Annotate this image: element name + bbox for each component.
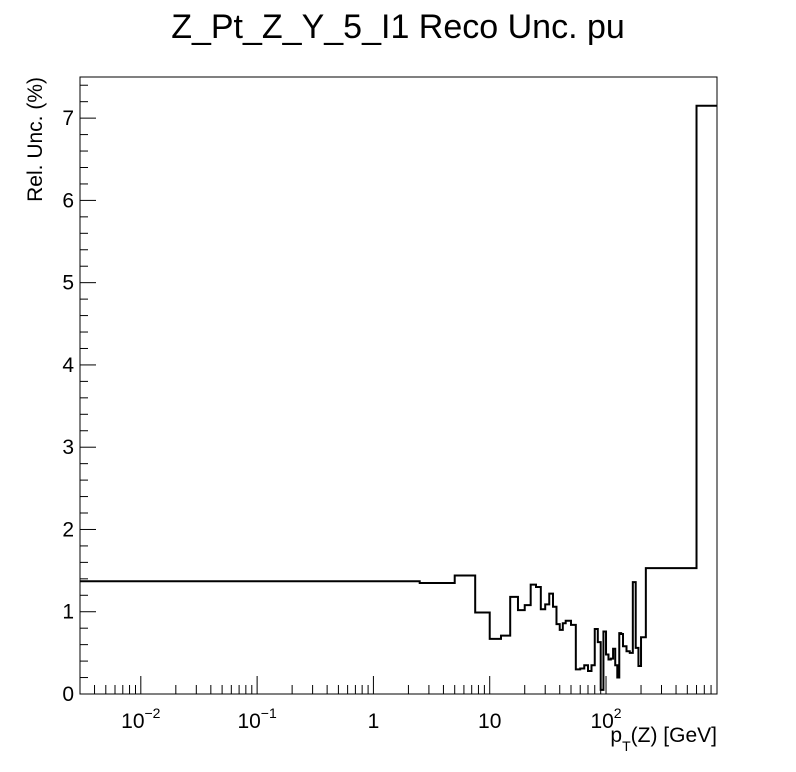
x-tick-exponent: −2: [145, 705, 161, 721]
x-tick-exponent: 2: [614, 705, 622, 721]
x-axis-ticks: [79, 676, 718, 694]
chart-title: Z_Pt_Z_Y_5_I1 Reco Unc. pu: [171, 8, 625, 46]
x-tick-label: 102: [590, 705, 621, 733]
x-axis-tick-labels: 10−2 10−1 1 10 102: [121, 705, 622, 733]
y-axis-ticks: [80, 84, 96, 695]
x-axis-title: pT(Z) [GeV]: [610, 724, 717, 754]
y-tick-label: 5: [62, 272, 74, 295]
y-tick-label: 3: [62, 436, 74, 459]
x-tick-exponent: −1: [261, 705, 277, 721]
x-axis-title-subscript: T: [622, 738, 631, 754]
y-tick-label: 1: [62, 601, 74, 624]
x-tick-label: 10: [478, 710, 501, 733]
x-tick-label: 10−1: [237, 705, 277, 733]
x-tick-base: 10: [121, 710, 144, 733]
x-tick-base: 10: [478, 710, 501, 733]
y-axis-title: Rel. Unc. (%): [24, 77, 47, 202]
y-tick-label: 0: [62, 683, 74, 706]
y-axis-tick-labels: 0 1 2 3 4 5 6 7: [62, 107, 74, 706]
x-tick-base: 10: [237, 710, 260, 733]
x-tick-base: 1: [368, 710, 380, 733]
x-axis-title-suffix: (Z) [GeV]: [631, 724, 717, 747]
y-tick-label: 4: [62, 354, 74, 377]
x-tick-base: 10: [590, 710, 613, 733]
y-tick-label: 7: [62, 107, 74, 130]
x-axis-title-prefix: p: [610, 724, 622, 747]
y-tick-label: 2: [62, 518, 74, 541]
histogram-step-line: [80, 104, 717, 691]
plot-frame: [79, 76, 718, 695]
x-tick-label: 1: [368, 710, 380, 733]
x-tick-label: 10−2: [121, 705, 161, 733]
y-tick-label: 6: [62, 189, 74, 212]
